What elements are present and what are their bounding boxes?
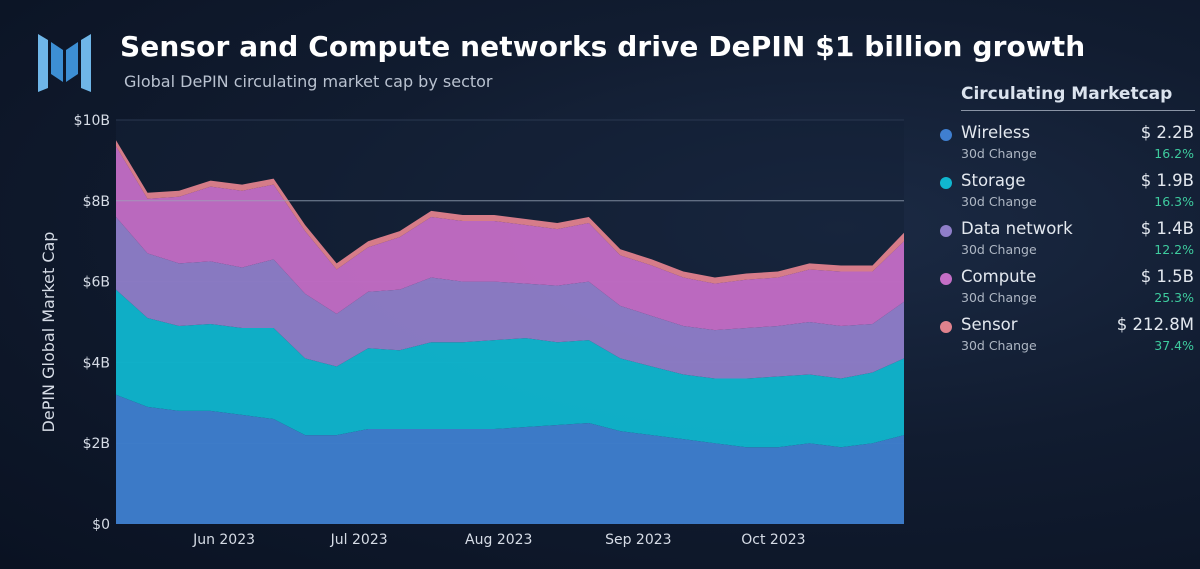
x-tick-label: Jul 2023 xyxy=(330,532,388,548)
legend-change-value: 16.2% xyxy=(1154,146,1194,161)
legend-item-wireless: Wireless $ 2.2B 30d Change 16.2% xyxy=(938,119,1200,167)
legend-item-compute: Compute $ 1.5B 30d Change 25.3% xyxy=(938,263,1200,311)
legend-dot xyxy=(940,273,952,285)
legend-value: $ 1.4B xyxy=(1140,219,1194,238)
area-series-storage xyxy=(116,289,904,448)
x-tick-label: Jun 2023 xyxy=(192,532,255,548)
legend-value: $ 1.5B xyxy=(1140,267,1194,286)
legend-change-value: 25.3% xyxy=(1154,290,1194,305)
legend-list: Wireless $ 2.2B 30d Change 16.2% Storage $ 1.… xyxy=(938,119,1200,359)
area-series-data-network xyxy=(116,216,904,379)
stacked-area-chart: $0 $2B $4B $6B $8B $10B Jun 2023 Jul 2023 Aug 20… xyxy=(39,113,904,548)
legend-change-value: 12.2% xyxy=(1154,242,1194,257)
y-tick-label: $2B xyxy=(83,436,110,452)
legend-change-value: 16.3% xyxy=(1154,194,1194,209)
x-tick-label: Sep 2023 xyxy=(605,532,671,548)
legend-change-value: 37.4% xyxy=(1154,338,1194,353)
chart-title: Sensor and Compute networks drive DePIN … xyxy=(120,30,1086,63)
legend-dot xyxy=(940,129,952,141)
legend-item-storage: Storage $ 1.9B 30d Change 16.3% xyxy=(938,167,1200,215)
area-series-compute xyxy=(116,146,904,331)
y-tick-label: $6B xyxy=(83,275,110,291)
x-tick-label: Oct 2023 xyxy=(741,532,805,548)
y-tick-label: $8B xyxy=(83,194,110,210)
legend-name: Wireless xyxy=(961,123,1031,142)
y-axis-label: DePIN Global Market Cap xyxy=(39,232,58,433)
legend-name: Sensor xyxy=(961,315,1018,334)
messari-logo-icon xyxy=(38,34,91,92)
y-tick-label: $4B xyxy=(83,355,110,371)
legend-value: $ 212.8M xyxy=(1116,315,1194,334)
y-tick-label: $10B xyxy=(74,113,110,129)
legend-dot xyxy=(940,177,952,189)
y-tick-label: $0 xyxy=(92,517,110,533)
area-series-wireless xyxy=(116,394,904,524)
legend-item-sensor: Sensor $ 212.8M 30d Change 37.4% xyxy=(938,311,1200,359)
legend-dot xyxy=(940,225,952,237)
legend-change-label: 30d Change xyxy=(961,242,1037,257)
legend-change-label: 30d Change xyxy=(961,194,1037,209)
legend-title: Circulating Marketcap xyxy=(961,84,1195,111)
legend-change-label: 30d Change xyxy=(961,338,1037,353)
legend-name: Compute xyxy=(961,267,1037,286)
legend-name: Data network xyxy=(961,219,1073,238)
chart-subtitle: Global DePIN circulating market cap by s… xyxy=(124,72,493,91)
legend-change-label: 30d Change xyxy=(961,146,1037,161)
area-series-sensor xyxy=(116,140,904,284)
legend-panel: Circulating Marketcap Wireless $ 2.2B 30d … xyxy=(938,84,1200,359)
x-tick-label: Aug 2023 xyxy=(465,532,532,548)
legend-value: $ 2.2B xyxy=(1140,123,1194,142)
legend-change-label: 30d Change xyxy=(961,290,1037,305)
legend-item-data-network: Data network $ 1.4B 30d Change 12.2% xyxy=(938,215,1200,263)
legend-name: Storage xyxy=(961,171,1026,190)
legend-dot xyxy=(940,321,952,333)
legend-value: $ 1.9B xyxy=(1140,171,1194,190)
